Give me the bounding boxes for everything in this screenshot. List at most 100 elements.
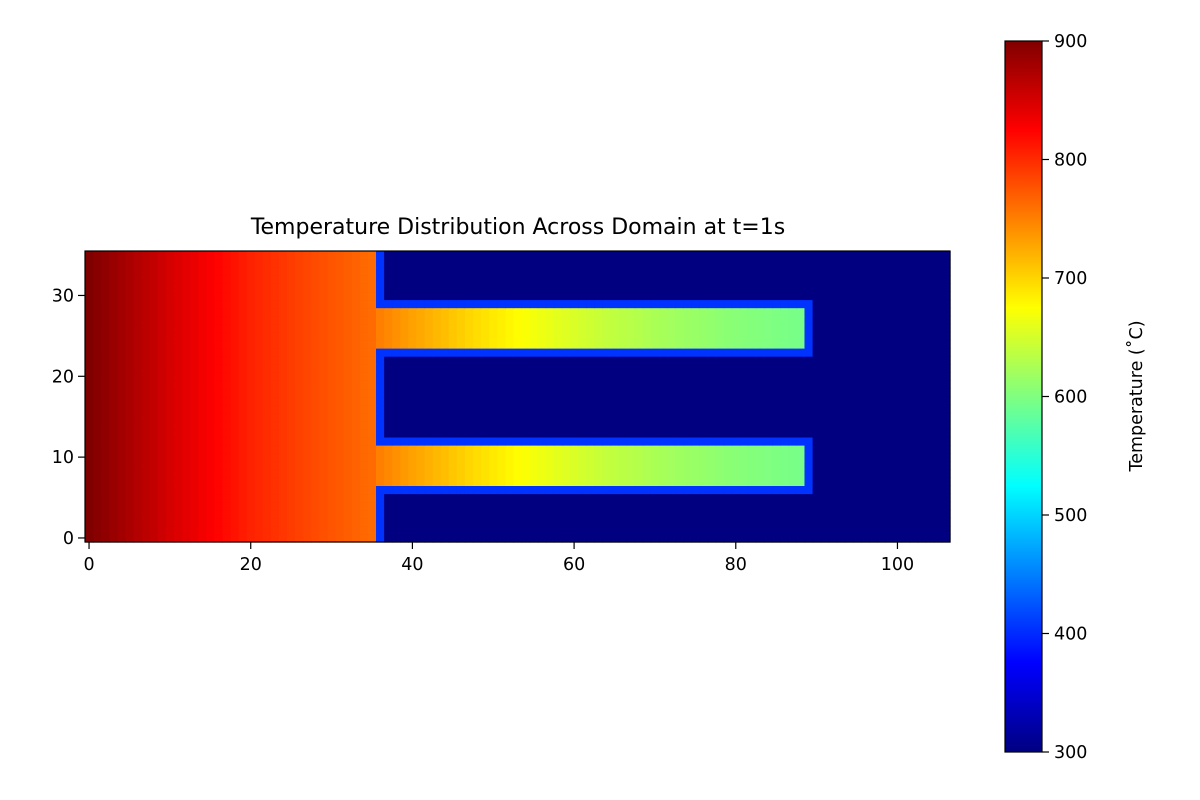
heatmap-cell: [351, 453, 361, 462]
heatmap-cell: [93, 420, 102, 430]
heatmap-cell: [723, 477, 733, 487]
heatmap-cell: [820, 509, 830, 519]
heatmap-cell: [117, 461, 127, 470]
heatmap-cell: [230, 501, 240, 511]
heatmap-cell: [675, 477, 684, 487]
heatmap-cell: [820, 315, 830, 325]
heatmap-cell: [852, 380, 862, 390]
heatmap-cell: [270, 525, 280, 535]
heatmap-cell: [667, 291, 676, 301]
heatmap-cell: [157, 299, 167, 309]
heatmap-cell: [658, 275, 668, 284]
heatmap-cell: [877, 453, 886, 462]
heatmap-cell: [537, 356, 547, 365]
heatmap-cell: [804, 364, 814, 373]
heatmap-cell: [359, 372, 369, 381]
heatmap-cell: [440, 291, 450, 301]
heatmap-cell: [133, 275, 143, 284]
heatmap-cell: [764, 436, 773, 446]
heatmap-cell: [715, 445, 725, 454]
heatmap-cell: [755, 420, 765, 430]
heatmap-cell: [93, 412, 102, 422]
heatmap-cell: [586, 525, 595, 535]
heatmap-cell: [279, 517, 288, 527]
heatmap-cell: [901, 436, 911, 446]
heatmap-cell: [303, 501, 312, 511]
heatmap-cell: [173, 251, 183, 260]
heatmap-cell: [85, 299, 94, 309]
heatmap-cell: [683, 493, 692, 503]
heatmap-cell: [343, 428, 353, 438]
heatmap-cell: [335, 501, 345, 511]
heatmap-cell: [561, 485, 571, 495]
heatmap-cell: [367, 364, 377, 373]
heatmap-cell: [764, 307, 773, 317]
heatmap-cell: [408, 372, 418, 381]
heatmap-cell: [691, 291, 700, 301]
heatmap-cell: [885, 428, 895, 438]
heatmap-cell: [521, 356, 531, 365]
heatmap-cell: [844, 267, 854, 276]
heatmap-cell: [464, 275, 474, 284]
heatmap-cell: [464, 436, 474, 446]
heatmap-cell: [254, 315, 264, 325]
heatmap-cell: [634, 380, 644, 390]
heatmap-cell: [537, 396, 547, 406]
heatmap-cell: [747, 485, 757, 495]
heatmap-cell: [359, 469, 369, 478]
heatmap-cell: [667, 493, 676, 503]
heatmap-cell: [844, 477, 854, 487]
heatmap-cell: [473, 485, 482, 495]
heatmap-cell: [182, 517, 191, 527]
heatmap-cell: [901, 445, 911, 454]
heatmap-cell: [432, 396, 442, 406]
heatmap-cell: [561, 461, 571, 470]
heatmap-cell: [440, 485, 450, 495]
heatmap-cell: [699, 445, 709, 454]
heatmap-cell: [497, 501, 506, 511]
heatmap-cell: [432, 412, 442, 422]
heatmap-cell: [141, 412, 151, 422]
heatmap-cell: [287, 485, 296, 495]
heatmap-cell: [214, 267, 224, 276]
heatmap-cell: [279, 436, 288, 446]
heatmap-cell: [270, 339, 280, 349]
heatmap-cell: [683, 477, 692, 487]
heatmap-cell: [327, 525, 337, 535]
heatmap-cell: [206, 380, 215, 390]
heatmap-cell: [723, 356, 733, 365]
heatmap-cell: [675, 364, 684, 373]
heatmap-cell: [537, 509, 547, 519]
heatmap-cell: [133, 388, 143, 398]
heatmap-cell: [165, 445, 175, 454]
heatmap-cell: [917, 533, 927, 543]
heatmap-cell: [893, 291, 903, 301]
heatmap-cell: [165, 501, 175, 511]
heatmap-cell: [723, 501, 733, 511]
heatmap-cell: [206, 453, 215, 462]
heatmap-cell: [658, 299, 668, 309]
heatmap-cell: [828, 251, 838, 260]
heatmap-cell: [634, 339, 644, 349]
heatmap-cell: [190, 307, 199, 317]
heatmap-cell: [675, 517, 684, 527]
heatmap-cell: [747, 364, 757, 373]
heatmap-cell: [723, 259, 733, 268]
heatmap-cell: [270, 356, 280, 365]
heatmap-cell: [675, 251, 684, 260]
heatmap-cell: [424, 453, 434, 462]
heatmap-cell: [319, 453, 329, 462]
heatmap-cell: [634, 283, 644, 293]
heatmap-cell: [254, 364, 264, 373]
heatmap-cell: [149, 251, 159, 260]
heatmap-cell: [521, 525, 531, 535]
heatmap-cell: [206, 493, 215, 503]
heatmap-cell: [222, 445, 232, 454]
heatmap-cell: [246, 501, 256, 511]
heatmap-cell: [456, 259, 466, 268]
heatmap-cell: [561, 291, 571, 301]
heatmap-cell: [747, 445, 757, 454]
heatmap-cell: [893, 493, 903, 503]
heatmap-cell: [392, 525, 401, 535]
heatmap-cell: [634, 436, 644, 446]
